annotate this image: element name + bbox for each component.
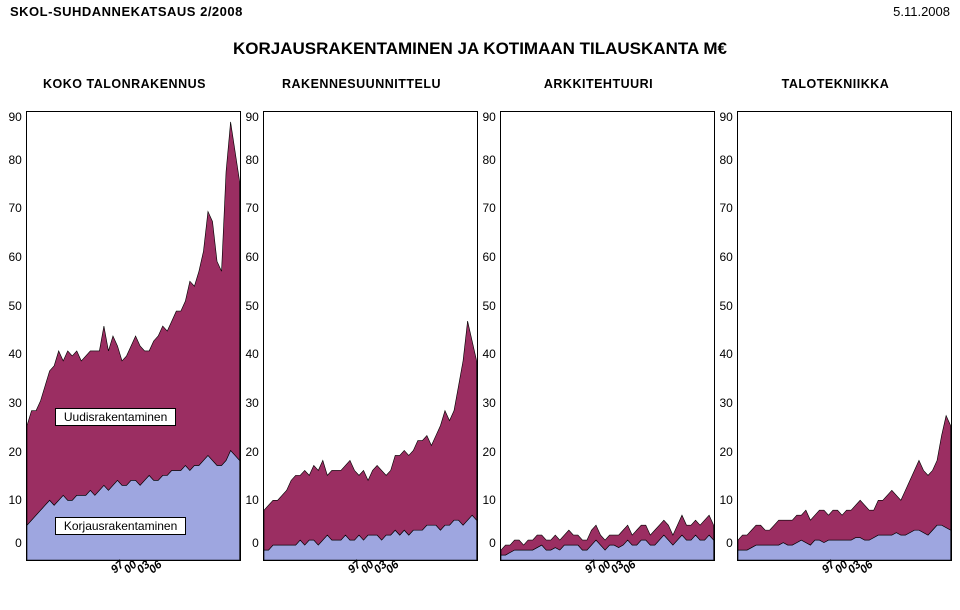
y-tick-label: 30	[9, 397, 22, 409]
y-tick-label: 0	[15, 537, 22, 549]
chart-panel: RAKENNESUUNNITTELU 90 80 70 60 50 40 30 20 10 0 970…	[246, 77, 478, 579]
header-right: 5.11.2008	[893, 4, 950, 19]
y-tick-label: 20	[720, 446, 733, 458]
y-tick-label: 10	[483, 494, 496, 506]
y-tick-label: 10	[246, 494, 259, 506]
y-tick-label: 50	[9, 300, 22, 312]
chart-panel: TALOTEKNIIKKA 90 80 70 60 50 40 30 20 10 0 97000306	[720, 77, 952, 579]
y-tick-label: 40	[483, 348, 496, 360]
y-tick-label: 90	[483, 111, 496, 123]
y-tick-label: 0	[489, 537, 496, 549]
y-tick-label: 10	[9, 494, 22, 506]
plot-area	[263, 111, 478, 561]
main-title: KORJAUSRAKENTAMINEN JA KOTIMAAN TILAUSKA…	[0, 39, 960, 59]
y-tick-label: 90	[9, 111, 22, 123]
y-axis: 90 80 70 60 50 40 30 20 10 0	[483, 111, 500, 561]
y-tick-label: 20	[483, 446, 496, 458]
y-tick-label: 30	[483, 397, 496, 409]
legend-label: Uudisrakentaminen	[55, 408, 176, 426]
y-tick-label: 20	[246, 446, 259, 458]
panel-title: RAKENNESUUNNITTELU	[282, 77, 441, 93]
y-tick-label: 50	[720, 300, 733, 312]
x-tick-label: 06	[621, 559, 639, 576]
x-tick-label: 06	[147, 559, 165, 576]
y-axis: 90 80 70 60 50 40 30 20 10 0	[9, 111, 26, 561]
y-tick-label: 40	[246, 348, 259, 360]
y-tick-label: 40	[720, 348, 733, 360]
x-tick-label: 06	[858, 559, 876, 576]
panel-title: TALOTEKNIIKKA	[782, 77, 890, 93]
y-tick-label: 20	[9, 446, 22, 458]
y-tick-label: 70	[720, 202, 733, 214]
y-tick-label: 70	[483, 202, 496, 214]
y-tick-label: 50	[483, 300, 496, 312]
plot-area	[737, 111, 952, 561]
chart-panels: KOKO TALONRAKENNUS 90 80 70 60 50 40 30 20 10 0 Uud…	[0, 77, 960, 579]
header-left: SKOL-SUHDANNEKATSAUS 2/2008	[10, 4, 243, 19]
y-tick-label: 50	[246, 300, 259, 312]
y-tick-label: 60	[246, 251, 259, 263]
y-tick-label: 10	[720, 494, 733, 506]
y-tick-label: 30	[720, 397, 733, 409]
plot-area: Uudisrakentaminen Korjausrakentaminen	[26, 111, 241, 561]
y-axis: 90 80 70 60 50 40 30 20 10 0	[720, 111, 737, 561]
chart-panel: KOKO TALONRAKENNUS 90 80 70 60 50 40 30 20 10 0 Uud…	[9, 77, 241, 579]
x-tick-label: 06	[384, 559, 402, 576]
panel-title: KOKO TALONRAKENNUS	[43, 77, 206, 93]
y-tick-label: 60	[9, 251, 22, 263]
y-tick-label: 90	[246, 111, 259, 123]
y-tick-label: 70	[246, 202, 259, 214]
panel-title: ARKKITEHTUURI	[544, 77, 653, 93]
legend-label: Korjausrakentaminen	[55, 517, 186, 535]
y-tick-label: 0	[726, 537, 733, 549]
series-uudisrakentaminen	[264, 321, 477, 550]
x-axis: 97000306	[109, 561, 160, 579]
y-tick-label: 80	[246, 154, 259, 166]
y-tick-label: 0	[252, 537, 259, 549]
y-tick-label: 60	[720, 251, 733, 263]
y-tick-label: 80	[720, 154, 733, 166]
x-axis: 97000306	[346, 561, 397, 579]
y-tick-label: 30	[246, 397, 259, 409]
x-axis: 97000306	[583, 561, 634, 579]
y-tick-label: 60	[483, 251, 496, 263]
y-tick-label: 80	[483, 154, 496, 166]
series-uudisrakentaminen	[738, 416, 951, 550]
chart-panel: ARKKITEHTUURI 90 80 70 60 50 40 30 20 10 0 97000306	[483, 77, 715, 579]
x-axis: 97000306	[820, 561, 871, 579]
y-tick-label: 70	[9, 202, 22, 214]
y-tick-label: 90	[720, 111, 733, 123]
y-tick-label: 80	[9, 154, 22, 166]
plot-area	[500, 111, 715, 561]
y-tick-label: 40	[9, 348, 22, 360]
y-axis: 90 80 70 60 50 40 30 20 10 0	[246, 111, 263, 561]
